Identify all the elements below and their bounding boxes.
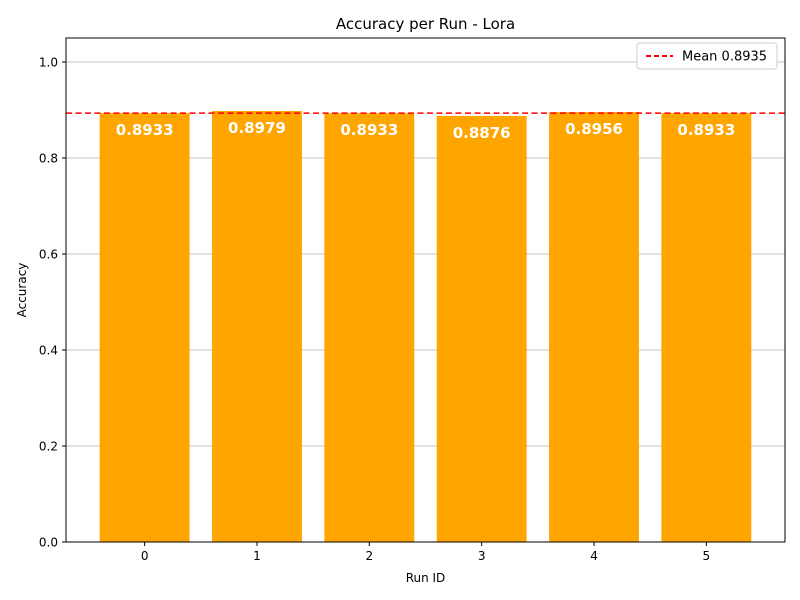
y-tick-label: 0.0	[39, 536, 58, 550]
y-tick-label: 1.0	[39, 56, 58, 70]
x-tick-label: 5	[703, 549, 711, 563]
axes-group	[65, 37, 786, 543]
legend-mean-label: Mean 0.8935	[682, 50, 767, 65]
chart-title: Accuracy per Run - Lora	[336, 15, 515, 33]
bars-group	[99, 111, 752, 543]
bar-value-label: 0.8933	[677, 121, 735, 139]
bar	[99, 113, 190, 542]
bar-value-label: 0.8933	[340, 121, 398, 139]
x-tick-label: 4	[590, 549, 598, 563]
y-tick-label: 0.4	[39, 344, 58, 358]
bar	[661, 113, 752, 542]
plot-frame	[65, 37, 786, 543]
x-tick-label: 1	[253, 549, 261, 563]
value-labels-group: 0.8933 0.8979 0.8933 0.8876 0.8956 0.8933	[116, 119, 736, 142]
bar	[436, 115, 527, 543]
bar	[549, 112, 639, 542]
legend-frame	[636, 42, 778, 70]
x-axis-label: Run ID	[406, 571, 446, 585]
x-tick-label: 0	[141, 549, 149, 563]
legend: Mean 0.8935	[636, 42, 778, 70]
y-tick-label: 0.6	[39, 248, 58, 262]
x-tick-label: 2	[366, 549, 374, 563]
bar-value-label: 0.8876	[453, 124, 511, 142]
ticks-group: 0.0 0.2 0.4 0.6 0.8 1.0 0 1 2 3 4 5	[39, 56, 710, 564]
bar	[324, 113, 415, 542]
y-tick-label: 0.8	[39, 152, 58, 166]
y-tick-label: 0.2	[39, 440, 58, 454]
bar	[212, 111, 302, 543]
x-tick-label: 3	[478, 549, 486, 563]
bar-value-label: 0.8956	[565, 120, 623, 138]
bar-value-label: 0.8933	[116, 121, 174, 139]
y-axis-label: Accuracy	[15, 263, 29, 318]
bar-value-label: 0.8979	[228, 119, 286, 137]
